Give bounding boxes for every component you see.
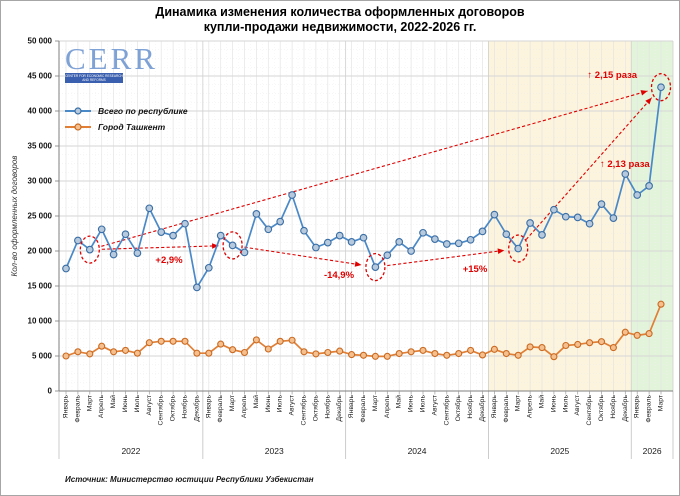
svg-text:2024: 2024 [408, 446, 427, 456]
y-axis-title: Кол-во оформленных договоров [10, 156, 19, 277]
chart-title-line2: купли-продажи недвижимости, 2022-2026 гг… [203, 20, 477, 34]
total-series [62, 83, 665, 292]
svg-text:Январь: Январь [348, 395, 355, 419]
svg-text:Апрель: Апрель [384, 395, 391, 419]
legend-label-total: Всего по республике [98, 106, 188, 116]
svg-text:Март: Март [86, 395, 93, 411]
svg-text:30 000: 30 000 [28, 177, 53, 186]
svg-text:Июль: Июль [420, 395, 427, 413]
svg-text:Май: Май [538, 395, 546, 409]
svg-text:Октябрь: Октябрь [311, 395, 319, 422]
svg-text:Март: Март [515, 395, 522, 411]
svg-text:Июнь: Июнь [265, 395, 272, 413]
svg-text:Май: Май [395, 395, 403, 409]
svg-text:Май: Май [109, 395, 117, 409]
svg-text:2023: 2023 [265, 446, 284, 456]
svg-text:50 000: 50 000 [28, 37, 53, 46]
svg-text:15 000: 15 000 [28, 282, 53, 291]
svg-text:Октябрь: Октябрь [597, 395, 605, 422]
svg-text:+15%: +15% [463, 264, 488, 275]
legend-marker-tashkent-icon [65, 123, 91, 131]
svg-text:20 000: 20 000 [28, 247, 53, 256]
svg-text:Май: Май [252, 395, 260, 409]
legend: Всего по республике Город Ташкент [64, 103, 188, 135]
svg-text:10 000: 10 000 [28, 317, 53, 326]
svg-text:Февраль: Февраль [503, 395, 510, 423]
svg-text:Июль: Июль [562, 395, 569, 413]
svg-text:Август: Август [289, 395, 296, 415]
source-note: Источник: Министерство юстиции Республик… [65, 475, 314, 484]
svg-text:Август: Август [574, 395, 581, 415]
svg-text:Февраль: Февраль [217, 395, 224, 423]
svg-text:Апрель: Апрель [527, 395, 534, 419]
svg-text:↑ 2,15 раза: ↑ 2,15 раза [587, 70, 637, 81]
year-separators [58, 41, 674, 459]
svg-text:Август: Август [146, 395, 153, 415]
svg-text:Февраль: Февраль [646, 395, 653, 423]
svg-text:Ноябрь: Ноябрь [609, 395, 617, 419]
svg-text:Ноябрь: Ноябрь [181, 395, 189, 419]
cerr-logo-subtext: CENTER FOR ECONOMIC RESEARCH AND REFORMS [65, 73, 123, 83]
svg-text:2026: 2026 [643, 446, 662, 456]
svg-text:Декабрь: Декабрь [335, 395, 343, 422]
svg-text:+2,9%: +2,9% [155, 255, 183, 266]
legend-item-tashkent: Город Ташкент [64, 119, 188, 135]
svg-text:5 000: 5 000 [32, 352, 53, 361]
svg-text:Ноябрь: Ноябрь [323, 395, 331, 419]
svg-text:Февраль: Февраль [74, 395, 81, 423]
highlight-circles [79, 73, 672, 282]
svg-text:Апрель: Апрель [241, 395, 248, 419]
svg-text:Июнь: Июнь [122, 395, 129, 413]
cerr-logo-text: CERR [65, 41, 158, 76]
svg-text:Март: Март [658, 395, 665, 411]
svg-text:Июнь: Июнь [408, 395, 415, 413]
svg-text:↑ 2,13 раза: ↑ 2,13 раза [600, 159, 650, 170]
cerr-logo: CERR CENTER FOR ECONOMIC RESEARCH AND RE… [65, 41, 158, 83]
svg-text:45 000: 45 000 [28, 72, 53, 81]
svg-text:Сентябрь: Сентябрь [442, 395, 450, 426]
svg-text:35 000: 35 000 [28, 142, 53, 151]
chart-title-line1: Динамика изменения количества оформленны… [155, 5, 525, 19]
svg-text:25 000: 25 000 [28, 212, 53, 221]
svg-text:Октябрь: Октябрь [454, 395, 462, 422]
legend-label-tashkent: Город Ташкент [98, 122, 166, 132]
major-gridlines: 0 5 000 10 000 15 000 20 000 25 000 30 000 35 0… [28, 37, 673, 396]
svg-text:2022: 2022 [121, 446, 140, 456]
annotation-lines [101, 90, 653, 267]
svg-text:Сентябрь: Сентябрь [300, 395, 308, 426]
svg-text:Январь: Январь [491, 395, 498, 419]
legend-marker-total-icon [65, 107, 91, 115]
svg-text:Октябрь: Октябрь [169, 395, 177, 422]
x-axis-labels: Январь Февраль Март Апрель Май Июнь Июль Август… [63, 391, 665, 456]
svg-text:Декабрь: Декабрь [192, 395, 200, 422]
svg-text:Июнь: Июнь [550, 395, 557, 413]
svg-text:0: 0 [48, 387, 53, 396]
svg-text:40 000: 40 000 [28, 107, 53, 116]
svg-text:Ноябрь: Ноябрь [466, 395, 474, 419]
legend-item-total: Всего по республике [64, 103, 188, 119]
svg-text:Январь: Январь [63, 395, 70, 419]
svg-text:2025: 2025 [550, 446, 569, 456]
svg-text:-14,9%: -14,9% [324, 270, 355, 281]
chart-title: Динамика изменения количества оформленны… [1, 5, 679, 35]
svg-text:Январь: Январь [634, 395, 641, 419]
annotation-labels: +2,9% -14,9% +15% ↑ 2,13 раза ↑ 2,15 раза [155, 70, 650, 281]
svg-text:Декабрь: Декабрь [478, 395, 486, 422]
svg-text:Июль: Июль [134, 395, 141, 413]
svg-text:Январь: Январь [205, 395, 212, 419]
svg-text:Февраль: Февраль [360, 395, 367, 423]
svg-text:Декабрь: Декабрь [621, 395, 629, 422]
svg-text:Сентябрь: Сентябрь [585, 395, 593, 426]
svg-text:Сентябрь: Сентябрь [157, 395, 165, 426]
tashkent-series [62, 300, 665, 361]
svg-text:Март: Март [372, 395, 379, 411]
svg-text:Август: Август [431, 395, 438, 415]
svg-text:Июль: Июль [277, 395, 284, 413]
svg-text:Апрель: Апрель [98, 395, 105, 419]
svg-text:Март: Март [229, 395, 236, 411]
